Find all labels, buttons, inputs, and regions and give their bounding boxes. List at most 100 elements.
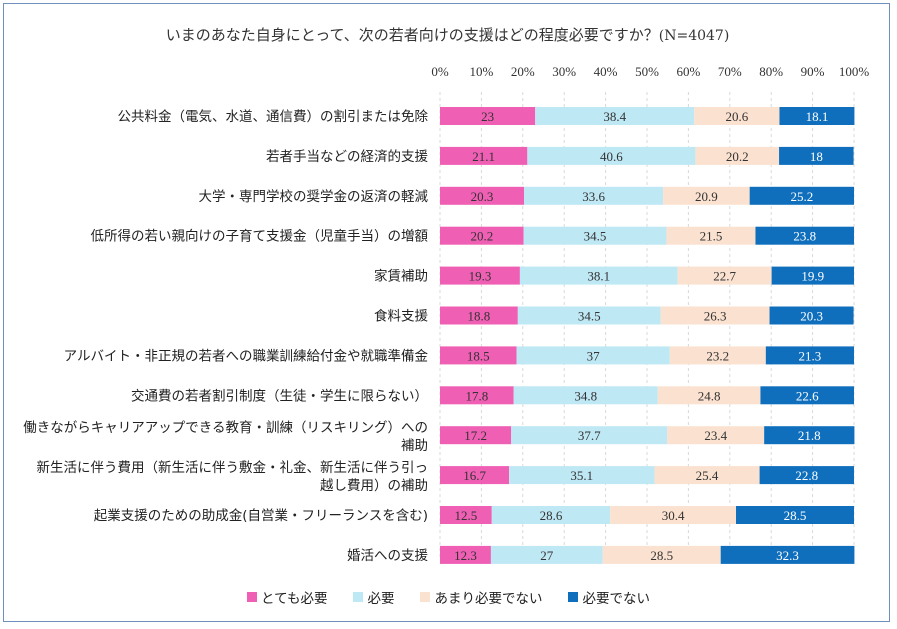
data-label: 20.6 <box>725 109 748 124</box>
bar-segment <box>440 306 518 325</box>
bar-segment <box>755 226 854 245</box>
data-label: 38.1 <box>587 269 610 284</box>
data-label: 28.5 <box>650 548 673 563</box>
data-label: 19.9 <box>801 269 824 284</box>
data-label: 24.8 <box>698 388 721 403</box>
category-label: 大学・専門学校の奨学金の返済の軽減 <box>199 188 429 205</box>
data-label: 27 <box>540 548 554 563</box>
bar-segment <box>440 186 525 205</box>
bar-segment <box>440 346 517 365</box>
bar-segment <box>749 186 854 205</box>
x-tick-label: 100% <box>839 64 870 79</box>
legend-item: あまり必要でない <box>420 587 542 607</box>
data-label: 20.3 <box>471 189 494 204</box>
x-tick-label: 0% <box>431 64 449 79</box>
data-label: 18.8 <box>468 309 491 324</box>
bar-segment <box>666 226 756 245</box>
data-label: 20.2 <box>726 149 749 164</box>
bar-segment <box>720 545 855 564</box>
legend-label: あまり必要でない <box>434 591 543 607</box>
data-label: 23.8 <box>793 229 816 244</box>
bar-segment <box>440 506 492 524</box>
legend-swatch <box>353 592 364 602</box>
bar-segment <box>736 506 854 524</box>
x-tick-label: 10% <box>469 64 493 79</box>
data-label: 18.1 <box>806 109 829 124</box>
category-label: 公共料金（電気、水道、通信費）の割引または免除 <box>118 108 429 125</box>
bar-segment <box>440 146 528 165</box>
category-label: 婚活への支援 <box>347 548 428 564</box>
bar-segment <box>667 426 765 445</box>
bar-segment <box>669 346 766 365</box>
data-label: 23.2 <box>706 348 729 363</box>
data-label: 20.2 <box>470 229 493 244</box>
data-label: 22.6 <box>796 388 819 403</box>
data-label: 25.2 <box>790 189 813 204</box>
bar-segment <box>440 466 510 485</box>
x-tick-label: 40% <box>594 64 618 79</box>
bar-segment <box>610 506 737 524</box>
data-label: 35.1 <box>570 468 593 483</box>
data-label: 12.3 <box>454 548 477 563</box>
data-label: 17.8 <box>465 388 488 403</box>
category-label-line: 新生活に伴う費用（新生活に伴う敷金・礼金、新生活に伴う引っ <box>37 460 429 476</box>
data-label: 21.8 <box>798 428 821 443</box>
x-tick-label: 50% <box>635 64 659 79</box>
bar-segment <box>769 306 854 325</box>
chart-subtitle: (N=4047) <box>658 28 730 44</box>
x-tick-label: 80% <box>759 64 783 79</box>
data-label: 25.4 <box>696 468 719 483</box>
legend-item: 必要でない <box>568 587 650 607</box>
category-label: アルバイト・非正規の若者への職業訓練給付金や就職準備金 <box>64 348 429 364</box>
category-label: 働きながらキャリアアップできる教育・訓練（リスキリング）への補助 <box>23 420 428 454</box>
data-label: 20.3 <box>800 309 823 324</box>
bar-segment <box>440 266 520 285</box>
bar-segment <box>511 426 668 445</box>
bar-segment <box>517 306 661 325</box>
data-label: 33.6 <box>582 189 605 204</box>
data-label: 30.4 <box>662 508 685 523</box>
data-label: 34.5 <box>578 309 601 324</box>
bar-segment <box>663 186 750 205</box>
bar-segment <box>771 266 854 285</box>
data-label: 18 <box>810 149 823 164</box>
legend-swatch <box>420 592 431 602</box>
data-label: 20.9 <box>695 189 718 204</box>
bar-segment <box>695 146 780 165</box>
category-label: 起業支援のための助成金(自営業・フリーランスを含む) <box>94 508 428 524</box>
data-label: 22.7 <box>713 269 736 284</box>
category-label-line: 働きながらキャリアアップできる教育・訓練（リスキリング）への <box>23 420 428 436</box>
bar-segment <box>440 226 524 245</box>
bar-segment <box>779 107 855 125</box>
category-label: 家賃補助 <box>374 268 428 285</box>
bar-segment <box>602 545 721 564</box>
bar-segment <box>657 386 761 405</box>
category-label: 低所得の若い親向けの子育て支援金（児童手当）の増額 <box>91 228 429 245</box>
bar-segment <box>694 107 780 125</box>
legend-swatch <box>568 592 579 602</box>
data-label: 28.5 <box>784 508 807 523</box>
data-label: 34.8 <box>574 388 597 403</box>
data-label: 21.3 <box>799 348 822 363</box>
data-label: 19.3 <box>469 269 492 284</box>
x-tick-label: 20% <box>511 64 535 79</box>
bar-segment <box>519 266 678 285</box>
data-label: 18.5 <box>467 348 490 363</box>
data-label: 23 <box>481 109 494 124</box>
category-label-line: 補助 <box>401 438 428 454</box>
legend-item: とても必要 <box>247 587 327 607</box>
x-tick-label: 90% <box>801 64 825 79</box>
chart-title-text: いまのあなた自身にとって、次の若者向けの支援はどの程度必要ですか？ <box>165 26 659 44</box>
legend-item: 必要 <box>353 587 394 607</box>
bar-segment <box>513 386 658 405</box>
bar-segment <box>660 306 770 325</box>
legend-label: 必要でない <box>582 591 650 607</box>
bar-segment <box>759 466 854 485</box>
data-label: 16.7 <box>463 468 486 483</box>
x-tick-label: 60% <box>676 64 700 79</box>
bar-segment <box>760 386 854 405</box>
bar-segment <box>524 186 664 205</box>
category-label: 食料支援 <box>374 308 428 325</box>
legend-swatch <box>247 592 258 602</box>
